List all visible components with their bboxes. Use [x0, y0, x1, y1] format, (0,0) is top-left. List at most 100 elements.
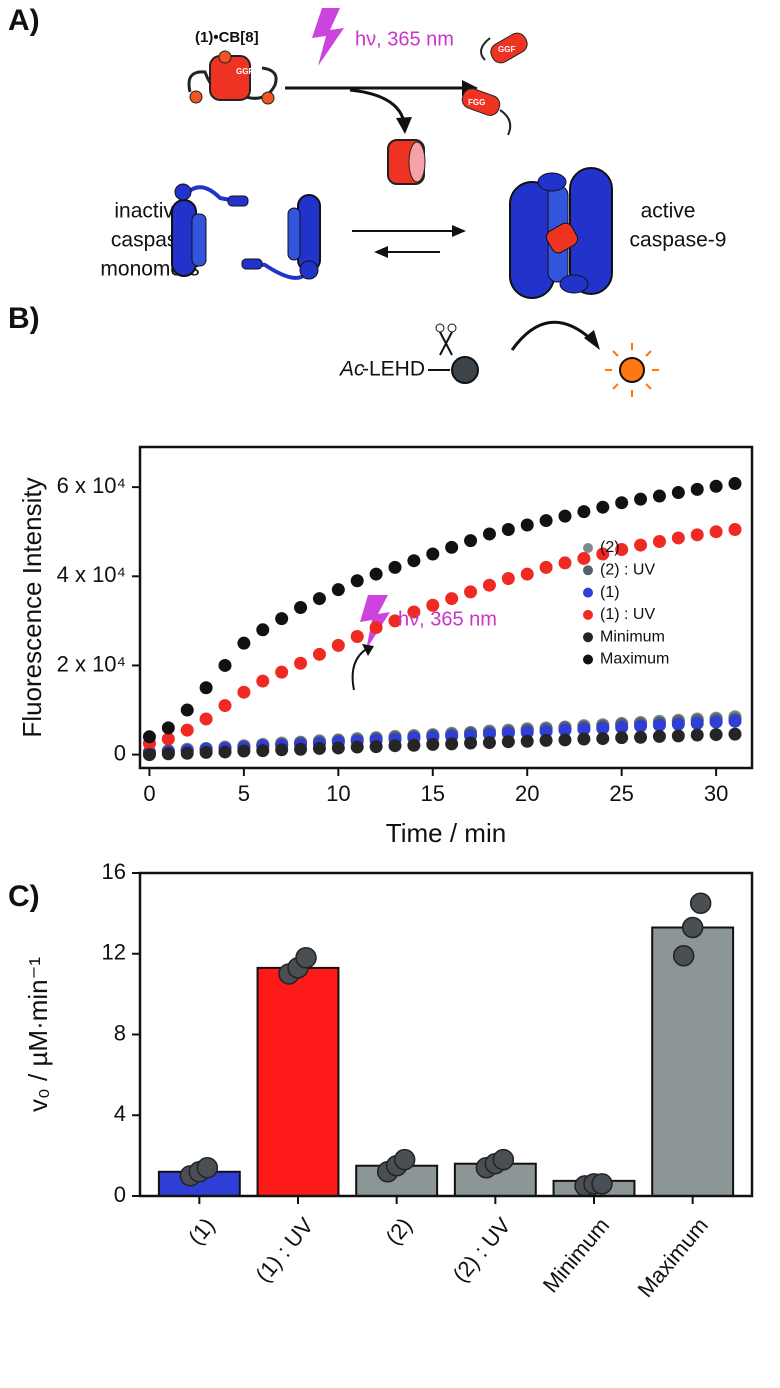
data-point	[388, 614, 402, 628]
x-tick-label: 5	[238, 781, 250, 806]
data-point	[577, 722, 591, 736]
data-point	[539, 514, 553, 528]
legend-label: (1)	[600, 584, 620, 601]
lightning	[312, 8, 344, 66]
data-point	[596, 547, 610, 561]
data-point	[350, 574, 364, 588]
legend-label: (2)	[600, 539, 620, 556]
peptide-label: FGG	[468, 98, 485, 107]
x-tick-label: 10	[326, 781, 350, 806]
glow	[605, 343, 659, 397]
legend-label: Minimum	[600, 628, 665, 645]
legend-label: (2) : UV	[600, 562, 655, 579]
annotation: hν, 365 nm	[398, 608, 497, 630]
plot-frame	[138, 871, 754, 1198]
inactive-label: inactive	[114, 200, 185, 223]
complex-label: (1)•CB[8]	[195, 29, 259, 46]
tag	[227, 195, 249, 207]
x-tick-label: 15	[421, 781, 445, 806]
data-point	[671, 717, 685, 731]
bead	[218, 50, 232, 64]
replicate-point	[196, 1156, 219, 1179]
data-point	[615, 720, 629, 734]
fluorescence	[619, 357, 645, 383]
data-point	[256, 623, 270, 637]
peptide-label: GGF	[236, 67, 253, 76]
arrowhead	[584, 330, 600, 350]
arrow	[510, 320, 594, 351]
linker	[183, 185, 231, 202]
tag	[241, 258, 263, 270]
data-point	[539, 724, 553, 738]
data-point	[445, 592, 459, 606]
data-point	[237, 744, 251, 758]
data-point	[539, 733, 553, 747]
caspase-domain	[559, 274, 589, 294]
data-point	[275, 665, 289, 679]
replicate-point	[492, 1148, 515, 1171]
data-point	[256, 744, 270, 758]
data-point	[331, 583, 345, 597]
y-tick-label: 12	[102, 940, 126, 965]
data-point	[407, 738, 421, 752]
legend-label: (1) : UV	[600, 606, 655, 623]
caspase-domain	[174, 183, 192, 201]
data-point	[728, 714, 742, 728]
data-point	[275, 743, 289, 757]
data-point	[709, 525, 723, 539]
data-point	[218, 699, 232, 713]
cb8-ring	[545, 222, 579, 254]
data-point	[369, 621, 383, 635]
panel-label: B)	[8, 302, 40, 335]
panel-label: A)	[8, 4, 40, 37]
data-point	[388, 560, 402, 574]
data-point	[142, 748, 156, 762]
active-label: caspase-9	[630, 229, 727, 252]
inactive-label: caspase	[111, 229, 189, 252]
legend-marker	[583, 654, 593, 665]
x-tick-label: (1)	[183, 1213, 219, 1250]
x-tick-label: 0	[143, 781, 155, 806]
data-point	[180, 746, 194, 760]
data-point	[728, 477, 742, 491]
substrate-prefix: Ac	[338, 358, 365, 381]
data-point	[161, 721, 175, 735]
caspase-domain	[299, 260, 319, 280]
data-point	[199, 745, 213, 759]
x-tick-label: Maximum	[633, 1213, 713, 1302]
data-point	[671, 531, 685, 545]
y-tick-label: 6 x 10⁴	[57, 473, 126, 498]
legend-marker	[583, 543, 593, 553]
legend-marker	[583, 609, 593, 620]
x-tick-label: 20	[515, 781, 539, 806]
data-point	[464, 585, 478, 599]
data-point	[482, 578, 496, 592]
y-tick-label: 16	[102, 859, 126, 884]
data-point	[426, 598, 440, 612]
x-tick-label: 30	[704, 781, 728, 806]
data-point	[558, 509, 572, 523]
peptide	[480, 37, 491, 61]
arrowhead	[396, 117, 412, 134]
data-point	[464, 534, 478, 548]
replicate-point	[591, 1173, 613, 1195]
data-point	[369, 740, 383, 754]
diagram: (1)•CB[8] GGF hν, 365 nm GGF FGG inactiv…	[100, 8, 726, 397]
data-point	[407, 605, 421, 619]
data-point	[464, 736, 478, 750]
data-point	[312, 592, 326, 606]
light-label: hν, 365 nm	[355, 28, 454, 50]
cb8-ring	[209, 55, 251, 101]
peptide	[499, 109, 512, 136]
data-point	[445, 540, 459, 554]
x-tick-label: 25	[609, 781, 633, 806]
peptide-fragment	[461, 88, 501, 116]
legend-label: Maximum	[600, 651, 669, 668]
active-label: active	[641, 200, 696, 223]
y-axis-label: v₀ / µM·min⁻¹	[23, 957, 53, 1112]
caspase-domain	[537, 172, 567, 192]
data-point	[501, 522, 515, 536]
substrate-label: -LEHD	[362, 358, 425, 381]
data-point	[652, 535, 666, 549]
data-point	[634, 719, 648, 733]
